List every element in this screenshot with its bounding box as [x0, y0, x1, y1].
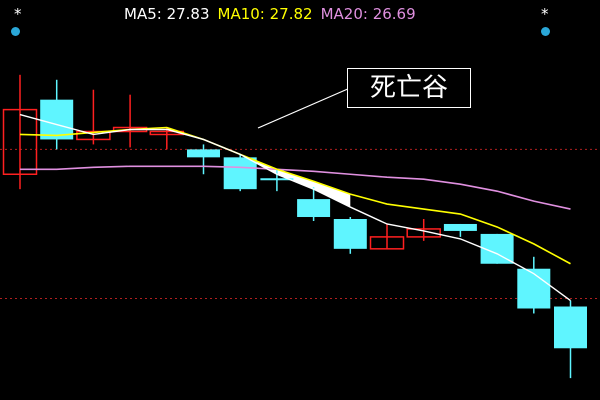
- candle-body: [40, 99, 74, 140]
- candle-body: [406, 228, 441, 238]
- candle-4: [112, 94, 148, 148]
- candle-10: [333, 217, 367, 254]
- ma5-line: [19, 113, 571, 302]
- death-valley-area: [166, 127, 351, 208]
- callout-leader-line: [257, 87, 351, 129]
- candle-body: [76, 130, 111, 141]
- ma-legend: MA5: 27.83 MA10: 27.82 MA20: 26.69: [124, 5, 424, 23]
- candle-body: [223, 157, 257, 190]
- candle-3: [76, 89, 111, 145]
- candle-body: [554, 306, 587, 349]
- candle-body: [333, 219, 367, 249]
- right-dot-marker: [541, 27, 550, 36]
- candle-6: [187, 144, 220, 175]
- candle-body: [443, 223, 477, 231]
- left-asterisk-marker: *: [14, 5, 22, 23]
- candle-12: [406, 219, 441, 241]
- candle-2: [40, 79, 74, 150]
- candle-body: [517, 268, 551, 309]
- candle-1: [2, 74, 38, 190]
- candle-body: [187, 149, 220, 158]
- ma10-line: [19, 126, 571, 265]
- ma10-legend-label: MA10: 27.82: [217, 5, 313, 23]
- candle-body: [369, 236, 405, 250]
- candle-11: [369, 223, 405, 250]
- candle-7: [223, 154, 257, 192]
- candle-16: [554, 300, 587, 379]
- candle-body: [297, 199, 331, 218]
- ma5-legend-label: MA5: 27.83: [124, 5, 210, 23]
- left-dot-marker: [11, 27, 20, 36]
- ma20-line: [20, 165, 571, 210]
- ma20-legend-label: MA20: 26.69: [320, 5, 416, 23]
- death-valley-callout: 死亡谷: [347, 68, 471, 108]
- right-asterisk-marker: *: [541, 5, 549, 23]
- candle-13: [443, 223, 477, 237]
- candle-body: [2, 108, 38, 175]
- candle-15: [517, 256, 551, 314]
- candle-9: [297, 187, 331, 221]
